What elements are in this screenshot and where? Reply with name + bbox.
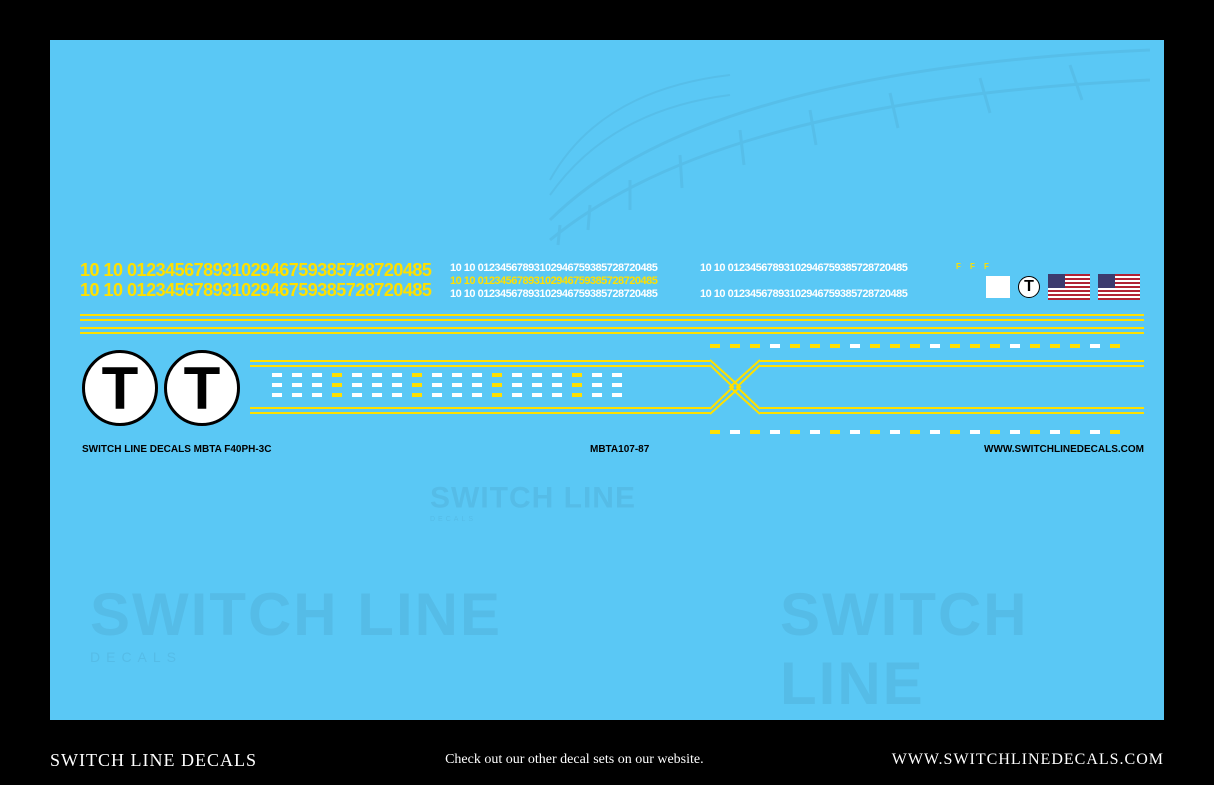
numbers-large-yellow-1: 10 10 01234567893102946759385728720485 [80, 260, 431, 281]
footer-url: WWW.SWITCHLINEDECALS.COM [892, 751, 1164, 769]
t-logo-large-2: T [164, 350, 240, 426]
numbers-small-white-3: 10 10 01234567893102946759385728720485 [700, 262, 907, 274]
numbers-small-yellow-1: 10 10 01234567893102946759385728720485 [450, 275, 657, 287]
data-plate [986, 276, 1010, 298]
watermark-brand-center: SWITCH LINE DECALS [430, 480, 636, 523]
label-left: SWITCH LINE DECALS MBTA F40PH-3C [82, 444, 271, 455]
label-right: WWW.SWITCHLINEDECALS.COM [984, 444, 1144, 455]
footer-brand: SWITCH LINE DECALS [50, 750, 257, 771]
footer-tagline: Check out our other decal sets on our we… [445, 752, 704, 768]
chevron-connectors [645, 355, 825, 420]
label-center: MBTA107-87 [590, 444, 649, 455]
us-flag-2 [1098, 274, 1140, 300]
us-flag-1 [1048, 274, 1090, 300]
numbers-small-white-1: 10 10 01234567893102946759385728720485 [450, 262, 657, 274]
t-logo-small: T [1018, 276, 1040, 298]
numbers-large-yellow-2: 10 10 01234567893102946759385728720485 [80, 280, 431, 301]
watermark-tracks-small [530, 60, 750, 210]
t-logo-large-1: T [82, 350, 158, 426]
f-letter-2: F [970, 262, 975, 271]
numbers-small-white-4: 10 10 01234567893102946759385728720485 [700, 288, 907, 300]
watermark-brand-left: SWITCH LINE DECALS [90, 580, 502, 665]
watermark-brand-right: SWITCH LINE DECALS [780, 580, 1164, 720]
decal-sheet: SWITCH LINE DECALS SWITCH LINE DECALS SW… [50, 40, 1164, 720]
f-letter-1: F [956, 262, 961, 271]
f-letter-3: F [984, 262, 989, 271]
numbers-small-white-2: 10 10 01234567893102946759385728720485 [450, 288, 657, 300]
footer: SWITCH LINE DECALS Check out our other d… [0, 735, 1214, 785]
